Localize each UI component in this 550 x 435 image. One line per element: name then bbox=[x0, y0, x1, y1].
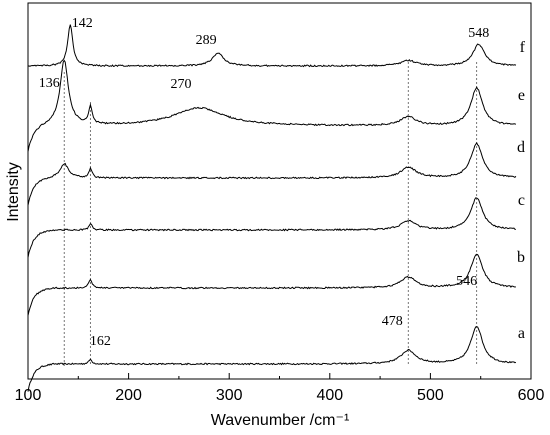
peak-annotation-142: 142 bbox=[72, 16, 93, 31]
series-line-a bbox=[27, 326, 517, 392]
peak-annotation-289: 289 bbox=[196, 33, 217, 48]
x-tick-label-400: 400 bbox=[316, 387, 343, 404]
series-label-b: b bbox=[517, 249, 525, 266]
series-line-b bbox=[27, 253, 516, 316]
peak-annotation-270: 270 bbox=[171, 77, 192, 92]
series-label-f: f bbox=[520, 39, 526, 56]
series-label-d: d bbox=[517, 139, 525, 156]
spectra-curves bbox=[27, 24, 517, 392]
series-line-f bbox=[27, 24, 517, 68]
x-tick-label-300: 300 bbox=[216, 387, 243, 404]
peak-annotation-546: 546 bbox=[456, 274, 477, 289]
series-line-d bbox=[27, 141, 517, 206]
peak-annotation-478: 478 bbox=[382, 314, 403, 329]
plot-frame bbox=[27, 2, 532, 380]
y-axis-title: Intensity bbox=[5, 162, 22, 222]
peak-annotations: 142 289 548 136 270 162 478 546 bbox=[39, 16, 489, 349]
peak-annotation-136: 136 bbox=[39, 76, 60, 91]
peak-annotation-162: 162 bbox=[90, 334, 111, 349]
series-label-c: c bbox=[518, 192, 525, 209]
series-line-e bbox=[27, 59, 517, 152]
peak-annotation-548: 548 bbox=[468, 26, 489, 41]
x-axis-ticks: 100 200 300 400 500 600 bbox=[15, 373, 545, 404]
series-line-c bbox=[27, 197, 516, 258]
x-tick-label-200: 200 bbox=[115, 387, 142, 404]
series-labels: a b c d e f bbox=[517, 39, 526, 342]
reference-lines bbox=[63, 62, 478, 366]
x-tick-label-600: 600 bbox=[518, 387, 545, 404]
series-label-a: a bbox=[518, 325, 525, 342]
x-tick-label-100: 100 bbox=[15, 387, 42, 404]
series-label-e: e bbox=[518, 87, 525, 104]
x-axis-title: Wavenumber /cm⁻¹ bbox=[211, 412, 350, 429]
x-tick-label-500: 500 bbox=[417, 387, 444, 404]
